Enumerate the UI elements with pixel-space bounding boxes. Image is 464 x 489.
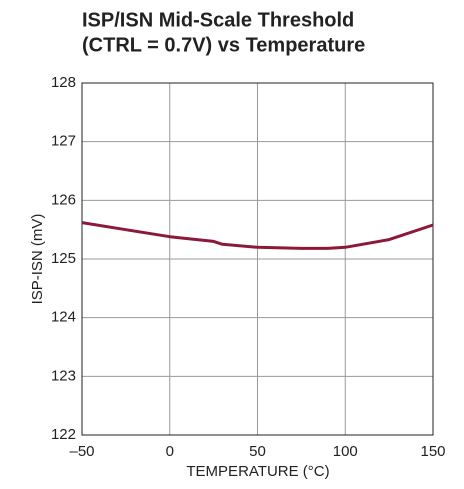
y-tick-label: 124 [51, 309, 76, 326]
chart-title: ISP/ISN Mid-Scale Threshold [82, 9, 354, 31]
x-tick-label: 100 [333, 443, 358, 460]
data-line [81, 221, 434, 250]
y-axis-label: ISP-ISN (mV) [29, 214, 46, 305]
x-axis-label: TEMPERATURE (°C) [186, 463, 329, 480]
y-tick-label: 125 [51, 250, 76, 267]
plot-frame [81, 82, 434, 436]
x-tick-label: 0 [166, 443, 174, 460]
y-tick-label: 123 [51, 367, 76, 384]
x-tick-label: 50 [249, 443, 266, 460]
chart-title: (CTRL = 0.7V) vs Temperature [82, 34, 365, 56]
y-tick-label: 127 [51, 133, 76, 150]
x-tick-label: –50 [69, 443, 94, 460]
y-tick-label: 128 [51, 74, 76, 91]
x-tick-label: 150 [420, 443, 445, 460]
y-tick-label: 126 [51, 191, 76, 208]
y-tick-label: 122 [51, 426, 76, 443]
